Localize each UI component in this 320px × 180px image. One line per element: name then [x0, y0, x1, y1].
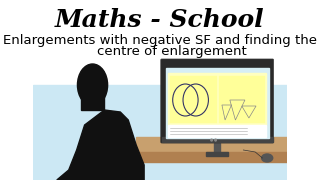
Bar — [219, 76, 265, 123]
Bar — [214, 143, 220, 155]
Circle shape — [215, 139, 216, 141]
Ellipse shape — [77, 64, 108, 106]
Bar — [81, 90, 104, 110]
Bar — [168, 125, 266, 137]
Polygon shape — [57, 110, 144, 180]
Ellipse shape — [262, 154, 273, 162]
FancyBboxPatch shape — [161, 59, 274, 143]
Bar — [33, 0, 287, 90]
Bar — [162, 137, 273, 142]
Text: Maths - School: Maths - School — [55, 8, 265, 32]
Text: centre of enlargement: centre of enlargement — [97, 44, 247, 57]
Bar — [136, 152, 287, 162]
Bar — [206, 152, 228, 156]
Bar — [33, 85, 287, 180]
Circle shape — [211, 139, 212, 141]
Bar — [170, 76, 217, 123]
Text: Enlargements with negative SF and finding the: Enlargements with negative SF and findin… — [3, 33, 317, 46]
Bar — [136, 137, 287, 155]
Bar — [168, 73, 266, 125]
Bar — [165, 68, 269, 138]
